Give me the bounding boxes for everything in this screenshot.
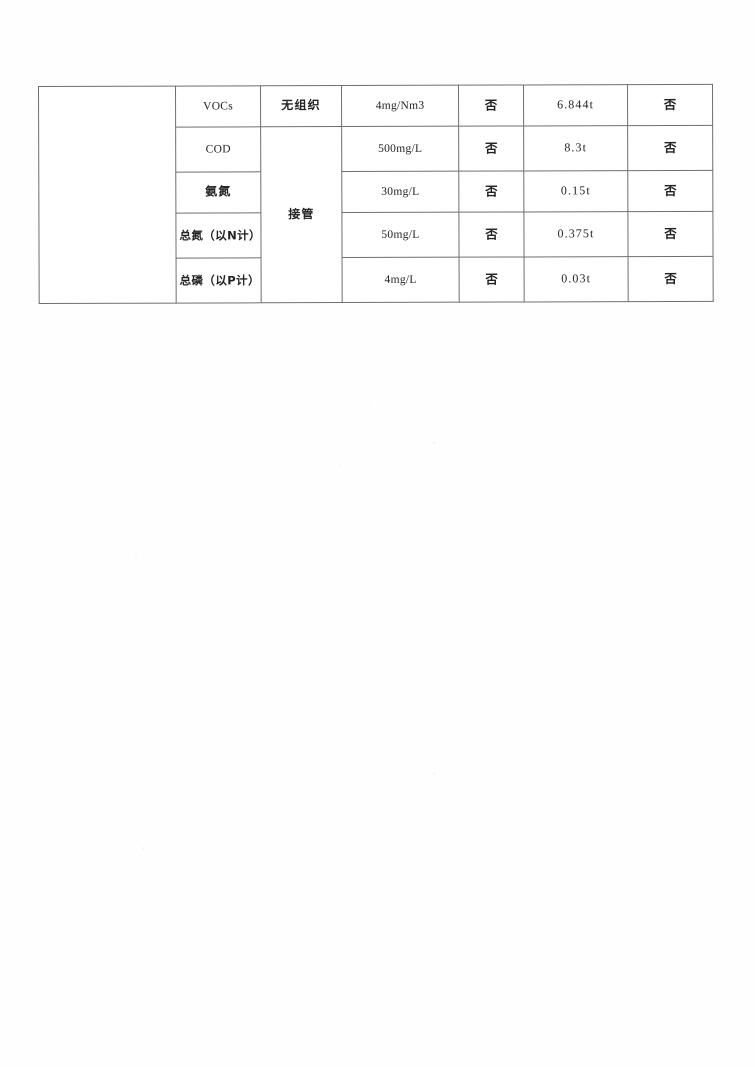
pollutant-name-cod: COD [175, 126, 261, 173]
pollutant-table-container: VOCs 无组织 4mg/Nm3 否 6.844t 否 COD 接管 500mg… [38, 84, 714, 304]
concentration-limit-ammonia-nitrogen: 30mg/L [341, 171, 459, 213]
concentration-special-flag-total-phosphorus: 否 [459, 256, 525, 303]
concentration-limit-total-nitrogen: 50mg/L [341, 212, 460, 258]
table-row: VOCs 无组织 4mg/Nm3 否 6.844t 否 [38, 84, 713, 304]
concentration-limit-cod: 500mg/L [341, 126, 459, 172]
pollutant-name-total-phosphorus: 总磷（以P计） [176, 257, 262, 304]
annual-amount-cod: 8.3t [523, 125, 628, 171]
concentration-special-flag-total-nitrogen: 否 [458, 211, 525, 258]
pollutant-discharge-table: VOCs 无组织 4mg/Nm3 否 6.844t 否 COD 接管 500mg… [38, 84, 714, 304]
concentration-limit-total-phosphorus: 4mg/L [342, 257, 460, 303]
annual-amount-vocs: 6.844t [523, 84, 628, 126]
outlet-type-piped: 接管 [260, 126, 343, 303]
concentration-special-flag-vocs: 否 [458, 84, 524, 127]
annual-amount-total-nitrogen: 0.375t [523, 211, 629, 257]
concentration-limit-vocs: 4mg/Nm3 [341, 85, 459, 127]
outlet-type-unorganized: 无组织 [260, 85, 342, 127]
pollutant-name-vocs: VOCs [175, 85, 261, 128]
amount-special-flag-cod: 否 [627, 125, 713, 171]
amount-special-flag-ammonia-nitrogen: 否 [627, 170, 713, 212]
annual-amount-total-phosphorus: 0.03t [524, 256, 629, 302]
annual-amount-ammonia-nitrogen: 0.15t [523, 170, 628, 212]
amount-special-flag-total-nitrogen: 否 [627, 211, 714, 257]
pollutant-name-total-nitrogen: 总氮（以N计） [175, 212, 262, 259]
amount-special-flag-vocs: 否 [627, 84, 713, 126]
amount-special-flag-total-phosphorus: 否 [628, 256, 714, 302]
concentration-special-flag-cod: 否 [458, 125, 524, 172]
pollutant-name-ammonia-nitrogen: 氨氮 [175, 171, 261, 214]
category-merged-cell [38, 86, 177, 304]
concentration-special-flag-ammonia-nitrogen: 否 [458, 170, 524, 213]
